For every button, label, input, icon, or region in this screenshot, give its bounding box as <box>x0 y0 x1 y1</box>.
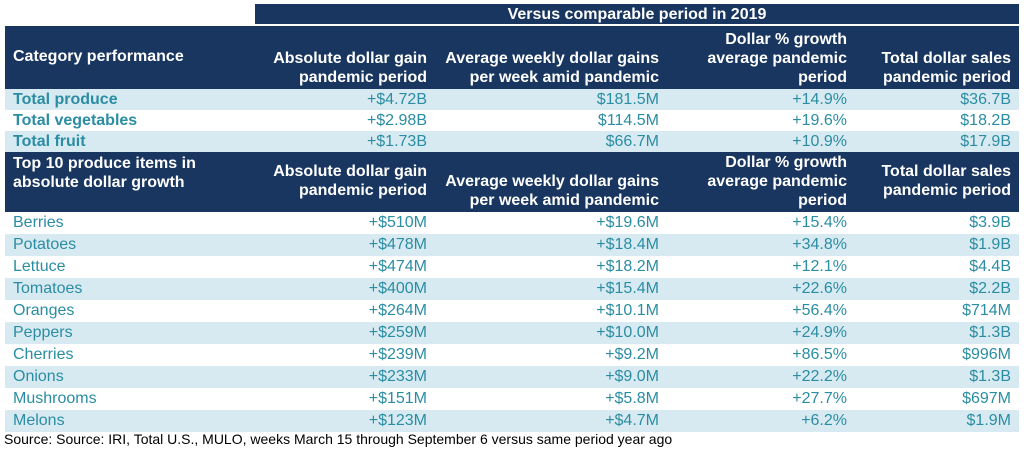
cell-sales: $714M <box>962 302 1011 319</box>
items-header-row: Top 10 produce items in absolute dollar … <box>5 152 1019 212</box>
row-label: Total vegetables <box>13 112 138 129</box>
header-weekly-gain: Average weekly dollar gains per week ami… <box>445 50 659 86</box>
table-row: Total fruit +$1.73B $66.7M +10.9% $17.9B <box>5 131 1019 152</box>
cell-gain: +$510M <box>368 214 427 231</box>
header-total-sales: Total dollar sales pandemic period <box>881 163 1011 199</box>
cell-weekly: $66.7M <box>605 133 659 150</box>
header-weekly-gain: Average weekly dollar gains per week ami… <box>445 173 659 209</box>
cell-sales: $1.3B <box>969 368 1011 385</box>
cell-growth: +56.4% <box>792 302 847 319</box>
cell-sales: $18.2B <box>960 112 1011 129</box>
cell-sales: $1.9B <box>969 236 1011 253</box>
header-top-10-items: Top 10 produce items in absolute dollar … <box>13 155 196 191</box>
cell-weekly: +$10.0M <box>596 324 659 341</box>
cell-sales: $2.2B <box>969 280 1011 297</box>
cell-growth: +22.6% <box>792 280 847 297</box>
cell-growth: +34.8% <box>792 236 847 253</box>
cell-gain: +$4.72B <box>366 91 427 108</box>
cell-gain: +$400M <box>368 280 427 297</box>
cell-gain: +$474M <box>368 258 427 275</box>
row-label: Melons <box>13 412 65 429</box>
cell-growth: +14.9% <box>792 91 847 108</box>
header-total-sales: Total dollar sales pandemic period <box>881 50 1011 86</box>
cell-growth: +24.9% <box>792 324 847 341</box>
cell-gain: +$123M <box>368 412 427 429</box>
produce-performance-table: Versus comparable period in 2019 Categor… <box>5 4 1019 432</box>
header-absolute-gain: Absolute dollar gain pandemic period <box>273 50 427 86</box>
cell-gain: +$2.98B <box>366 112 427 129</box>
table-row: Melons +$123M +$4.7M +6.2% $1.9M <box>5 410 1019 432</box>
cell-sales: $1.9M <box>966 412 1011 429</box>
cell-sales: $3.9B <box>969 214 1011 231</box>
cell-weekly: +$9.0M <box>605 368 659 385</box>
row-label: Onions <box>13 368 64 385</box>
table-row: Berries +$510M +$19.6M +15.4% $3.9B <box>5 212 1019 234</box>
row-label: Potatoes <box>13 236 77 253</box>
table-row: Peppers +$259M +$10.0M +24.9% $1.3B <box>5 322 1019 344</box>
cell-weekly: +$5.8M <box>605 390 659 407</box>
table-row: Tomatoes +$400M +$15.4M +22.6% $2.2B <box>5 278 1019 300</box>
cell-weekly: $181.5M <box>596 91 659 108</box>
cell-weekly: +$15.4M <box>596 280 659 297</box>
cell-gain: +$1.73B <box>366 133 427 150</box>
cell-growth: +12.1% <box>792 258 847 275</box>
row-label: Mushrooms <box>13 390 97 407</box>
cell-gain: +$239M <box>368 346 427 363</box>
cell-growth: +19.6% <box>792 112 847 129</box>
source-note: Source: Source: IRI, Total U.S., MULO, w… <box>4 431 673 447</box>
table-row: Total produce +$4.72B $181.5M +14.9% $36… <box>5 89 1019 110</box>
cell-gain: +$259M <box>368 324 427 341</box>
row-label: Lettuce <box>13 258 66 275</box>
cell-growth: +10.9% <box>792 133 847 150</box>
super-header-title: Versus comparable period in 2019 <box>253 4 1019 26</box>
cell-weekly: +$4.7M <box>605 412 659 429</box>
table-row: Mushrooms +$151M +$5.8M +27.7% $697M <box>5 388 1019 410</box>
cell-weekly: +$19.6M <box>596 214 659 231</box>
super-header-row: Versus comparable period in 2019 <box>5 4 1019 26</box>
cell-weekly: +$18.2M <box>596 258 659 275</box>
cell-weekly: $114.5M <box>597 112 659 129</box>
table-row: Lettuce +$474M +$18.2M +12.1% $4.4B <box>5 256 1019 278</box>
row-label: Berries <box>13 214 64 231</box>
cell-growth: +22.2% <box>792 368 847 385</box>
cell-gain: +$151M <box>368 390 427 407</box>
row-label: Tomatoes <box>13 280 83 297</box>
category-header-row: Category performance Absolute dollar gai… <box>5 26 1019 89</box>
table-row: Total vegetables +$2.98B $114.5M +19.6% … <box>5 110 1019 131</box>
cell-weekly: +$10.1M <box>596 302 659 319</box>
row-label: Peppers <box>13 324 73 341</box>
super-header-blank <box>5 4 253 26</box>
table-row: Onions +$233M +$9.0M +22.2% $1.3B <box>5 366 1019 388</box>
header-percent-growth: Dollar % growth average pandemic period <box>707 31 847 86</box>
header-percent-growth: Dollar % growth average pandemic period <box>707 154 847 209</box>
cell-sales: $17.9B <box>960 133 1011 150</box>
table-row: Cherries +$239M +$9.2M +86.5% $996M <box>5 344 1019 366</box>
cell-gain: +$478M <box>368 236 427 253</box>
cell-weekly: +$9.2M <box>605 346 659 363</box>
row-label: Cherries <box>13 346 74 363</box>
cell-growth: +15.4% <box>792 214 847 231</box>
header-absolute-gain: Absolute dollar gain pandemic period <box>273 163 427 199</box>
cell-growth: +6.2% <box>801 412 847 429</box>
row-label: Total fruit <box>13 133 86 150</box>
cell-sales: $36.7B <box>960 91 1011 108</box>
row-label: Total produce <box>13 91 118 108</box>
row-label: Oranges <box>13 302 75 319</box>
cell-sales: $4.4B <box>969 258 1011 275</box>
cell-weekly: +$18.4M <box>596 236 659 253</box>
header-category-performance: Category performance <box>13 48 184 65</box>
cell-growth: +27.7% <box>792 390 847 407</box>
table-row: Potatoes +$478M +$18.4M +34.8% $1.9B <box>5 234 1019 256</box>
table-row: Oranges +$264M +$10.1M +56.4% $714M <box>5 300 1019 322</box>
cell-gain: +$233M <box>368 368 427 385</box>
cell-growth: +86.5% <box>792 346 847 363</box>
cell-sales: $1.3B <box>969 324 1011 341</box>
cell-sales: $996M <box>962 346 1011 363</box>
cell-gain: +$264M <box>368 302 427 319</box>
cell-sales: $697M <box>962 390 1011 407</box>
